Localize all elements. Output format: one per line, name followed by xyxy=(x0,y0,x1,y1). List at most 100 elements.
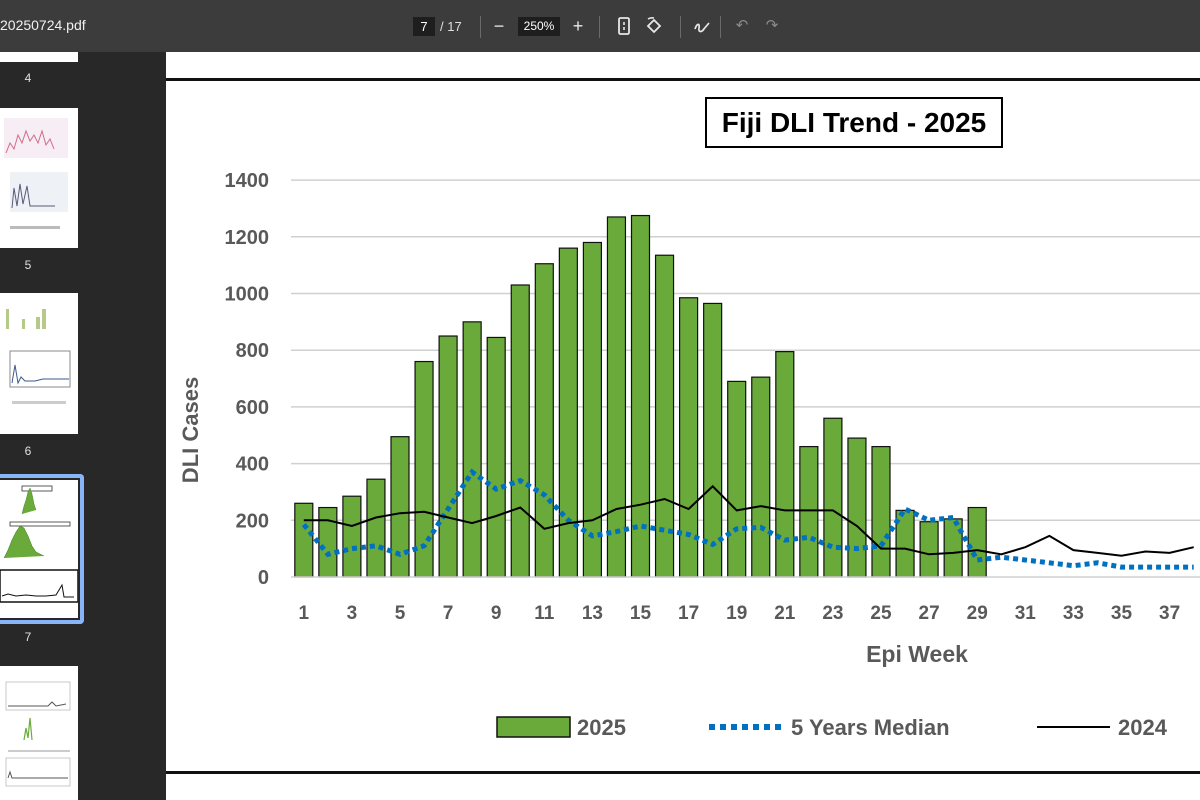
x-tick-label: 31 xyxy=(1015,603,1037,624)
y-tick-label: 400 xyxy=(236,454,269,476)
page-rule-top xyxy=(166,78,1200,81)
x-tick-label: 25 xyxy=(870,603,892,624)
legend-5yr-median-label: 5 Years Median xyxy=(791,715,950,740)
page-total: / 17 xyxy=(440,19,462,34)
bar-2025-week-15 xyxy=(630,214,651,578)
bar-2025-week-29 xyxy=(967,506,987,578)
bar-2025-week-7 xyxy=(438,335,458,578)
x-tick-label: 19 xyxy=(726,603,747,624)
redo-icon: ↷ xyxy=(765,17,779,34)
bar-2025-week-28 xyxy=(943,518,963,578)
page-thumbnail[interactable] xyxy=(0,108,78,248)
x-tick-label: 27 xyxy=(919,603,940,624)
bar-2025-week-8 xyxy=(462,321,482,578)
thumbnail-preview xyxy=(5,681,71,787)
x-tick-label: 7 xyxy=(443,603,454,624)
page-thumbnail[interactable] xyxy=(0,293,78,434)
thumbnail-number: 7 xyxy=(24,630,32,644)
page-thumbnail[interactable] xyxy=(0,666,78,800)
pdf-toolbar: 20250724.pdf 7 / 17 − 250% + ↶ ↷ xyxy=(0,0,1200,52)
bar-2025-week-4 xyxy=(366,478,386,578)
x-tick-label: 23 xyxy=(822,603,843,624)
x-tick-label: 17 xyxy=(678,603,699,624)
rotate-icon xyxy=(646,17,662,34)
series-2024-line xyxy=(303,484,1194,557)
y-tick-label: 600 xyxy=(236,397,269,419)
bar-2025-week-19 xyxy=(727,380,747,578)
page-thumbnail[interactable] xyxy=(0,52,78,62)
series-5yr-median-line xyxy=(301,468,1194,570)
dli-trend-chart: Fiji DLI Trend - 20250200400600800100012… xyxy=(178,97,1200,740)
bar-2025-week-1 xyxy=(294,502,314,578)
legend-2025-swatch xyxy=(496,716,571,738)
y-tick-label: 0 xyxy=(258,567,269,589)
x-tick-label: 29 xyxy=(967,603,988,624)
zoom-in-button[interactable]: + xyxy=(566,14,590,38)
x-tick-label: 3 xyxy=(347,603,358,624)
bar-2025-week-24 xyxy=(847,437,867,578)
y-tick-label: 1400 xyxy=(225,170,270,192)
fit-page-button[interactable] xyxy=(612,14,636,38)
y-tick-label: 1000 xyxy=(225,284,270,306)
bar-2025-week-10 xyxy=(510,284,530,578)
bar-2025-week-3 xyxy=(342,495,362,578)
page-number-input[interactable]: 7 xyxy=(413,17,435,36)
x-tick-label: 21 xyxy=(774,603,796,624)
y-tick-label: 800 xyxy=(236,340,269,362)
toolbar-divider xyxy=(599,16,600,38)
thumbnail-number: 5 xyxy=(24,258,32,272)
thumbnail-preview xyxy=(6,309,71,404)
x-axis-label: Epi Week xyxy=(866,641,968,667)
x-tick-label: 13 xyxy=(582,603,603,624)
undo-button[interactable]: ↶ xyxy=(730,14,754,38)
legend-2025-label: 2025 xyxy=(577,715,626,740)
toolbar-divider xyxy=(680,16,681,38)
chart-title: Fiji DLI Trend - 2025 xyxy=(722,107,987,138)
bar-2025-week-27 xyxy=(919,521,939,578)
thumbnail-number: 4 xyxy=(24,71,32,85)
thumbnail-preview xyxy=(4,118,68,229)
minus-icon: − xyxy=(493,16,505,36)
toolbar-divider xyxy=(720,16,721,38)
bar-2025-week-2 xyxy=(318,506,338,578)
thumbnail-number: 6 xyxy=(24,444,32,458)
document-title: 20250724.pdf xyxy=(0,17,86,33)
x-tick-label: 15 xyxy=(630,603,652,624)
chart-title-box xyxy=(705,97,1003,148)
bar-2025-week-16 xyxy=(654,254,675,578)
x-tick-label: 11 xyxy=(534,603,555,624)
y-tick-label: 200 xyxy=(236,510,269,532)
x-tick-label: 9 xyxy=(491,603,502,624)
x-tick-label: 1 xyxy=(299,603,310,624)
bar-2025-week-21 xyxy=(775,351,795,578)
thumbnail-sidebar: 4 5 6 7 xyxy=(0,52,166,800)
y-tick-label: 1200 xyxy=(225,227,270,249)
bar-2025-week-23 xyxy=(823,417,843,578)
y-axis-label: DLI Cases xyxy=(178,377,203,483)
bar-2025-week-20 xyxy=(751,376,771,578)
x-tick-label: 37 xyxy=(1159,603,1180,624)
pdf-page: Fiji DLI Trend - 2025 0 200 400 600 800 1000 12… xyxy=(166,52,1200,800)
redo-button[interactable]: ↷ xyxy=(760,14,784,38)
page-thumbnail[interactable] xyxy=(0,480,79,618)
x-tick-label: 33 xyxy=(1063,603,1084,624)
bar-2025-week-25 xyxy=(871,445,891,578)
bar-2025-week-18 xyxy=(703,302,723,578)
x-tick-label: 35 xyxy=(1111,603,1133,624)
zoom-out-button[interactable]: − xyxy=(487,14,511,38)
plus-icon: + xyxy=(572,16,584,36)
x-tick-label: 5 xyxy=(395,603,406,624)
fit-page-icon xyxy=(618,17,630,35)
bar-2025-week-9 xyxy=(486,336,506,578)
draw-icon xyxy=(694,22,710,33)
thumbnail-preview xyxy=(0,485,79,603)
annotate-button[interactable] xyxy=(690,14,714,38)
rotate-button[interactable] xyxy=(642,14,666,38)
zoom-level-input[interactable]: 250% xyxy=(518,17,560,36)
undo-icon: ↶ xyxy=(735,17,749,34)
selected-thumbnail-frame[interactable] xyxy=(0,474,84,624)
toolbar-divider xyxy=(480,16,481,38)
legend-2024-label: 2024 xyxy=(1118,715,1168,740)
page-rule-bottom xyxy=(166,771,1200,774)
bar-2025-week-12 xyxy=(558,247,578,578)
